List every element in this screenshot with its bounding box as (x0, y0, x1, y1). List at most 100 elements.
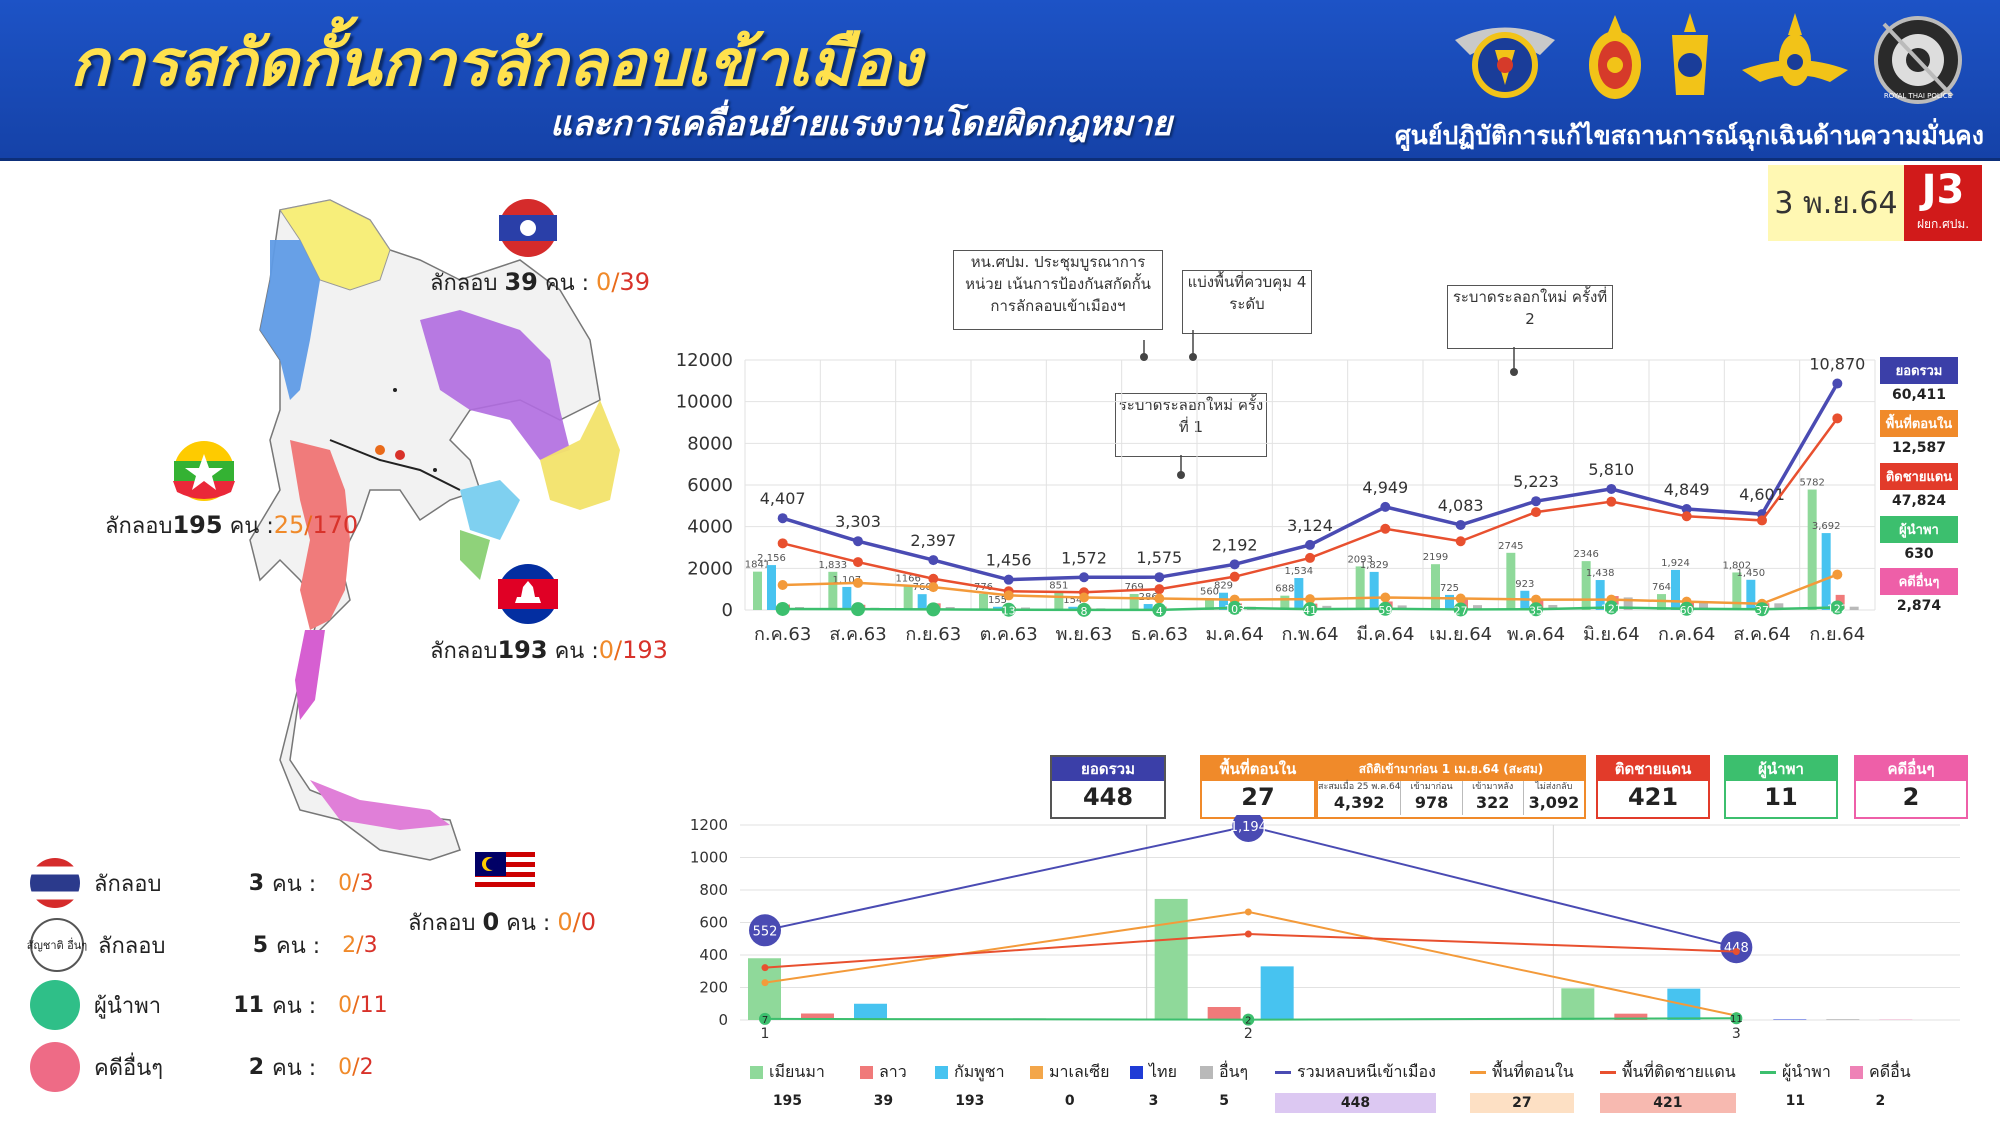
bottom-legend-swatch (1275, 1071, 1291, 1074)
callout-zones: แบ่งพื้นที่ควบคุม 4 ระดับ (1182, 270, 1312, 334)
callout-dot (1177, 471, 1185, 479)
stats-col: ไม่ส่งกลับ 3,092 (1522, 781, 1584, 815)
chart2-point (1244, 930, 1252, 938)
bottom-legend-row: พื้นที่ตอนใน (1470, 1060, 1574, 1085)
left-legend-right: 3 (359, 870, 374, 896)
left-legend-right: 11 (359, 992, 388, 1018)
chart1-bar-0 (1581, 561, 1591, 610)
bottom-legend-label: ลาว (879, 1062, 907, 1081)
chart1-point-label: 5,810 (1588, 460, 1634, 479)
bottom-legend-label: คดีอื่น (1869, 1062, 1911, 1081)
bottom-legend-swatch (750, 1066, 763, 1079)
bottom-legend-row: พื้นที่ติดชายแดน (1600, 1060, 1736, 1085)
chart1-bar-1 (1595, 580, 1605, 610)
malaysia-count: 0 (482, 908, 500, 936)
chart1-bar-0 (828, 571, 838, 610)
chart1-bar-1 (1143, 604, 1153, 610)
chart2-xtick: 1 (761, 1026, 770, 1042)
chart1-bar-label: 688 (1275, 584, 1294, 595)
chart1-bar-label: 1166 (895, 574, 920, 585)
chart1-point (1003, 590, 1014, 601)
chart1-bar-0 (1129, 593, 1139, 610)
chart1-point-label: 27 (1454, 604, 1468, 617)
bottom-legend-row: กัมพูชา (935, 1060, 1005, 1085)
summary-other-value: 2 (1902, 783, 1920, 811)
left-legend-unit: คน : (272, 871, 317, 897)
chart2-ytick: 200 (699, 979, 728, 997)
chart1-point (1079, 572, 1089, 583)
chart1-point-label: 41 (1303, 604, 1317, 617)
chart1-bar-label: 2,156 (757, 553, 786, 564)
chart2-ytick: 1000 (690, 849, 728, 867)
chart1-point (1531, 507, 1541, 518)
bottom-legend-row: รวมหลบหนีเข้าเมือง (1275, 1060, 1436, 1085)
chart1-bar-label: 560 (1200, 586, 1219, 597)
chart1-point (1832, 413, 1843, 424)
guide-marker-icon (30, 980, 80, 1030)
side-legend-value: 630 (1904, 546, 1934, 562)
chart1-point-label: 1,575 (1136, 548, 1182, 567)
chart2-ytick: 600 (699, 914, 728, 932)
bottom-legend-item: ลาว 39 (860, 1060, 907, 1109)
chart1-point (926, 602, 941, 617)
chart1-bar-1 (993, 606, 1002, 610)
j3-badge: J3 ฝยก.ศปม. (1904, 165, 1982, 241)
chart1-point (1380, 592, 1391, 603)
laos-left: 0 (596, 268, 612, 296)
chart1-ytick: 6000 (687, 475, 733, 496)
summary-border-value: 421 (1627, 783, 1679, 811)
bottom-legend-swatch (1470, 1071, 1486, 1074)
chart2-bar-2 (854, 1003, 887, 1020)
chart2-point-label: 2 (1245, 1016, 1251, 1027)
cambodia-flag-icon (498, 564, 558, 624)
chart1-bar-1 (1369, 571, 1379, 610)
chart1-point (1305, 552, 1315, 563)
chart1-point (1001, 602, 1016, 617)
chart1-point-label: 13 (1002, 605, 1016, 618)
summary-other-label: คดีอื่นๆ (1856, 757, 1966, 781)
other-nationality-marker-icon: สัญชาติ อื่นๆ (27, 918, 87, 972)
chart1-point-label: 103 (1224, 603, 1245, 616)
bottom-legend-item: รวมหลบหนีเข้าเมือง 448 (1275, 1060, 1436, 1113)
bottom-legend-row: อื่นๆ (1200, 1060, 1248, 1085)
left-legend-label: คดีอื่นๆ (94, 1055, 164, 1081)
chart1-point (1832, 569, 1843, 580)
chart1-point-label: 35 (1529, 604, 1543, 617)
chart1-point-label: 59 (1378, 604, 1392, 617)
chart1-ytick: 2000 (687, 558, 733, 579)
bottom-legend-label: พื้นที่ติดชายแดน (1622, 1062, 1736, 1081)
chart1-xtick: ต.ค.63 (980, 624, 1038, 645)
left-legend-left: 0 (338, 992, 353, 1018)
chart1-point (928, 582, 939, 593)
bottom-legend-label: รวมหลบหนีเข้าเมือง (1297, 1062, 1436, 1081)
bottom-legend-swatch (1850, 1066, 1863, 1079)
bottom-legend-value: 0 (1064, 1093, 1075, 1109)
myanmar-count: 195 (172, 511, 223, 539)
chart1-bar-label: 2346 (1573, 549, 1598, 560)
chart1-point (1229, 559, 1240, 570)
left-legend-slash: / (352, 992, 360, 1018)
left-legend-right: 3 (363, 932, 378, 958)
chart1-point-label: 4,083 (1438, 496, 1484, 515)
chart2-point-label: 1,194 (1230, 820, 1267, 835)
chart2-bar-0 (1561, 988, 1595, 1020)
chart1-point (1681, 511, 1692, 522)
chart1-point (1229, 571, 1240, 582)
summary-stats-cols: สะสมเมื่อ 25 พ.ค.64 4,392 เข้ามาก่อน 978 เข้… (1318, 781, 1584, 815)
chart2-point-label: 552 (753, 924, 778, 939)
bottom-legend-item: คดีอื่น 2 (1850, 1060, 1911, 1109)
chart1-bar-label: 1841 (745, 560, 770, 571)
bottom-legend-swatch (1600, 1071, 1616, 1074)
bottom-legend-value: 39 (873, 1093, 894, 1109)
side-legend-value: 60,411 (1891, 387, 1947, 403)
police-emblem-text: ROYAL THAI POLICE (1884, 92, 1952, 100)
bottom-legend-item: มาเลเซีย 0 (1030, 1060, 1110, 1109)
summary-inner: พื้นที่ตอนใน 27 (1200, 755, 1316, 819)
left-legend-guide: ผู้นำพา 11 คน :0/11 (30, 980, 388, 1030)
chart1-bar-1 (767, 565, 776, 610)
summary-stats: สถิติเข้ามาก่อน 1 เม.ย.64 (สะสม) สะสมเมื… (1316, 755, 1586, 819)
chart2-xtick: 2 (1244, 1026, 1253, 1042)
chart1-bar-1 (1671, 569, 1680, 610)
stats-col-value: 978 (1414, 793, 1449, 812)
chart1-xtick: มี.ค.64 (1356, 624, 1414, 645)
